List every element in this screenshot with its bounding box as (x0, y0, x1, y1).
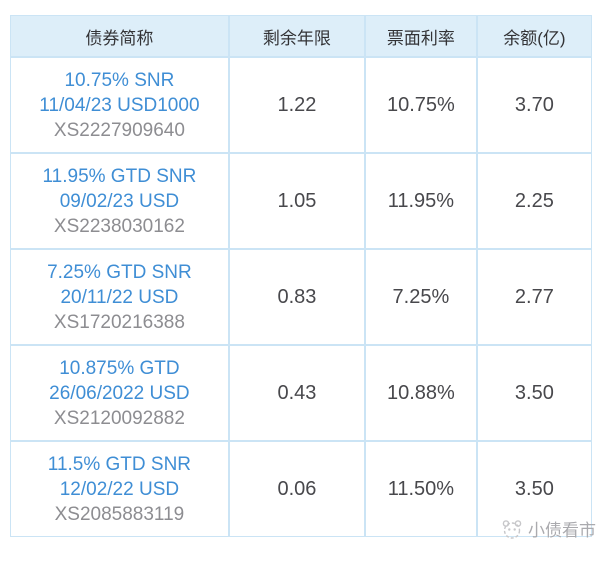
table-row: 11.95% GTD SNR 09/02/23 USD XS2238030162… (10, 153, 592, 249)
table-row: 10.875% GTD 26/06/2022 USD XS2120092882 … (10, 345, 592, 441)
bond-name-line2[interactable]: 11/04/23 USD1000 (39, 94, 200, 116)
watermark-label: 小债看市 (528, 521, 596, 540)
coupon-cell: 11.50% (365, 441, 477, 537)
tenor-cell: 0.83 (228, 249, 366, 345)
bond-isin: XS2227909640 (53, 119, 185, 141)
bond-name-cell[interactable]: 10.75% SNR 11/04/23 USD1000 XS2227909640 (10, 57, 229, 153)
bond-name-line1[interactable]: 11.5% GTD SNR (47, 453, 192, 475)
bond-name-cell[interactable]: 10.875% GTD 26/06/2022 USD XS2120092882 (10, 345, 229, 441)
bond-table-container: 债券简称 剩余年限 票面利率 余额(亿) 10.75% SNR 11/04/23… (10, 15, 592, 537)
bond-name-line2[interactable]: 26/06/2022 USD (49, 382, 190, 404)
bond-name-line1[interactable]: 7.25% GTD SNR (47, 261, 192, 283)
bond-name-line2[interactable]: 12/02/22 USD (59, 478, 180, 500)
balance-cell: 2.25 (476, 153, 592, 249)
bond-isin: XS2238030162 (53, 215, 185, 237)
table-row: 10.75% SNR 11/04/23 USD1000 XS2227909640… (10, 57, 592, 153)
balance-cell: 2.77 (476, 249, 592, 345)
bond-name-line1[interactable]: 10.875% GTD (59, 357, 180, 379)
watermark: 小债看市 (500, 516, 596, 541)
balance-cell: 3.50 (476, 345, 592, 441)
tenor-cell: 1.05 (228, 153, 366, 249)
balance-cell: 3.70 (476, 57, 592, 153)
table-row: 11.5% GTD SNR 12/02/22 USD XS2085883119 … (10, 441, 592, 537)
bond-isin: XS2085883119 (54, 503, 185, 525)
col-header-balance: 余额(亿) (476, 15, 592, 57)
table-row: 7.25% GTD SNR 20/11/22 USD XS1720216388 … (10, 249, 592, 345)
tenor-cell: 0.06 (228, 441, 366, 537)
balance-cell: 3.50 (476, 441, 592, 537)
col-header-tenor: 剩余年限 (228, 15, 366, 57)
bond-isin: XS2120092882 (53, 407, 185, 429)
bond-name-cell[interactable]: 11.5% GTD SNR 12/02/22 USD XS2085883119 (10, 441, 229, 537)
tenor-cell: 1.22 (228, 57, 366, 153)
coupon-cell: 7.25% (365, 249, 477, 345)
bond-isin: XS1720216388 (53, 311, 185, 333)
col-header-bond-name: 债券简称 (10, 15, 229, 57)
bond-name-cell[interactable]: 7.25% GTD SNR 20/11/22 USD XS1720216388 (10, 249, 229, 345)
col-header-coupon: 票面利率 (365, 15, 477, 57)
bond-name-line1[interactable]: 11.95% GTD SNR (42, 165, 197, 187)
coupon-cell: 11.95% (365, 153, 477, 249)
bond-name-line2[interactable]: 09/02/23 USD (59, 190, 180, 212)
bond-table-body: 10.75% SNR 11/04/23 USD1000 XS2227909640… (10, 57, 592, 537)
bond-name-line2[interactable]: 20/11/22 USD (60, 286, 179, 308)
panda-logo-icon (500, 517, 524, 541)
coupon-cell: 10.88% (365, 345, 477, 441)
bond-name-cell[interactable]: 11.95% GTD SNR 09/02/23 USD XS2238030162 (10, 153, 229, 249)
bond-name-line1[interactable]: 10.75% SNR (64, 69, 175, 91)
bond-table: 债券简称 剩余年限 票面利率 余额(亿) 10.75% SNR 11/04/23… (10, 15, 592, 537)
coupon-cell: 10.75% (365, 57, 477, 153)
header-row: 债券简称 剩余年限 票面利率 余额(亿) (10, 15, 592, 57)
tenor-cell: 0.43 (228, 345, 366, 441)
